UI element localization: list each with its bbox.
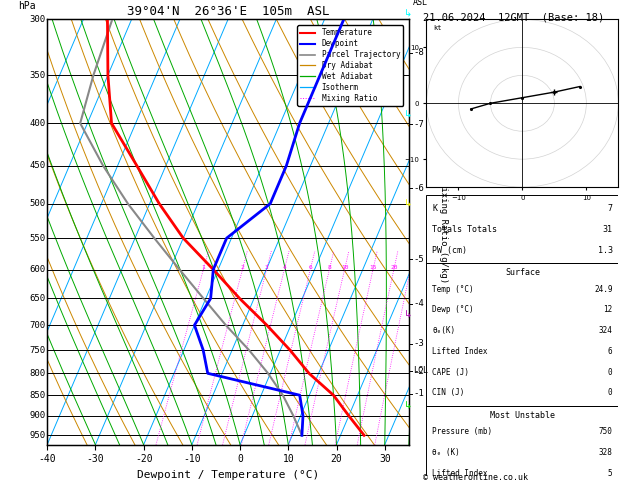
Y-axis label: Mixing Ratio (g/kg): Mixing Ratio (g/kg) <box>439 181 448 283</box>
Text: kt: kt <box>433 25 442 31</box>
Text: 20: 20 <box>390 264 398 270</box>
Text: -2: -2 <box>413 366 424 376</box>
Text: 328: 328 <box>599 448 613 457</box>
Text: θₑ (K): θₑ (K) <box>432 448 460 457</box>
Text: -5: -5 <box>413 255 424 263</box>
Text: 324: 324 <box>599 326 613 335</box>
Text: 7: 7 <box>608 204 613 213</box>
Text: Surface: Surface <box>505 268 540 277</box>
X-axis label: Dewpoint / Temperature (°C): Dewpoint / Temperature (°C) <box>137 470 319 480</box>
Text: -7: -7 <box>413 120 424 129</box>
Text: 850: 850 <box>29 391 45 399</box>
Text: 21.06.2024  12GMT  (Base: 18): 21.06.2024 12GMT (Base: 18) <box>423 12 604 22</box>
Text: 2: 2 <box>240 264 244 270</box>
Bar <box>426 195 618 263</box>
Text: -1: -1 <box>413 389 424 399</box>
Text: 1: 1 <box>201 264 205 270</box>
Text: 6: 6 <box>608 347 613 356</box>
Text: θₑ(K): θₑ(K) <box>432 326 455 335</box>
Text: Lifted Index: Lifted Index <box>432 469 487 478</box>
Text: 700: 700 <box>29 321 45 330</box>
Text: 750: 750 <box>29 346 45 354</box>
Text: © weatheronline.co.uk: © weatheronline.co.uk <box>423 473 528 482</box>
Text: 15: 15 <box>369 264 377 270</box>
Text: km
ASL: km ASL <box>413 0 428 7</box>
Text: Pressure (mb): Pressure (mb) <box>432 427 493 436</box>
Text: 0: 0 <box>608 388 613 398</box>
Text: Lifted Index: Lifted Index <box>432 347 487 356</box>
Text: -6: -6 <box>413 184 424 193</box>
Text: 31: 31 <box>603 225 613 234</box>
Text: 6: 6 <box>308 264 312 270</box>
Text: 600: 600 <box>29 265 45 274</box>
Text: 0: 0 <box>608 368 613 377</box>
Text: -3: -3 <box>413 339 424 348</box>
Legend: Temperature, Dewpoint, Parcel Trajectory, Dry Adiabat, Wet Adiabat, Isotherm, Mi: Temperature, Dewpoint, Parcel Trajectory… <box>297 25 403 106</box>
Text: hPa: hPa <box>18 1 36 11</box>
Text: 1.3: 1.3 <box>598 245 613 255</box>
Text: Temp (°C): Temp (°C) <box>432 284 474 294</box>
Text: 24.9: 24.9 <box>594 284 613 294</box>
Text: ↳: ↳ <box>404 199 411 209</box>
Text: -8: -8 <box>413 48 424 57</box>
Text: 10: 10 <box>341 264 348 270</box>
Text: K: K <box>432 204 437 213</box>
Text: 800: 800 <box>29 369 45 378</box>
Text: ↳: ↳ <box>404 310 411 320</box>
Text: 750: 750 <box>599 427 613 436</box>
Text: 450: 450 <box>29 161 45 170</box>
Text: 500: 500 <box>29 199 45 208</box>
Text: CAPE (J): CAPE (J) <box>432 368 469 377</box>
Text: 400: 400 <box>29 119 45 128</box>
Text: 3: 3 <box>265 264 269 270</box>
Title: 39°04'N  26°36'E  105m  ASL: 39°04'N 26°36'E 105m ASL <box>127 5 329 18</box>
Text: PW (cm): PW (cm) <box>432 245 467 255</box>
Text: CIN (J): CIN (J) <box>432 388 465 398</box>
Text: Totals Totals: Totals Totals <box>432 225 497 234</box>
Text: 12: 12 <box>603 305 613 314</box>
Text: 300: 300 <box>29 15 45 24</box>
Text: 950: 950 <box>29 431 45 440</box>
Text: 650: 650 <box>29 294 45 303</box>
Text: Dewp (°C): Dewp (°C) <box>432 305 474 314</box>
Text: 5: 5 <box>608 469 613 478</box>
Text: 4: 4 <box>282 264 286 270</box>
Text: ↳: ↳ <box>404 109 411 119</box>
Bar <box>426 406 618 486</box>
Text: ↳: ↳ <box>404 400 411 411</box>
Text: 350: 350 <box>29 70 45 80</box>
Text: 900: 900 <box>29 411 45 420</box>
Text: 8: 8 <box>328 264 331 270</box>
Text: Most Unstable: Most Unstable <box>490 411 555 420</box>
Text: ↳: ↳ <box>404 8 411 18</box>
Text: -4: -4 <box>413 299 424 309</box>
Text: LCL: LCL <box>413 365 428 375</box>
Text: 550: 550 <box>29 234 45 243</box>
Bar <box>426 263 618 406</box>
